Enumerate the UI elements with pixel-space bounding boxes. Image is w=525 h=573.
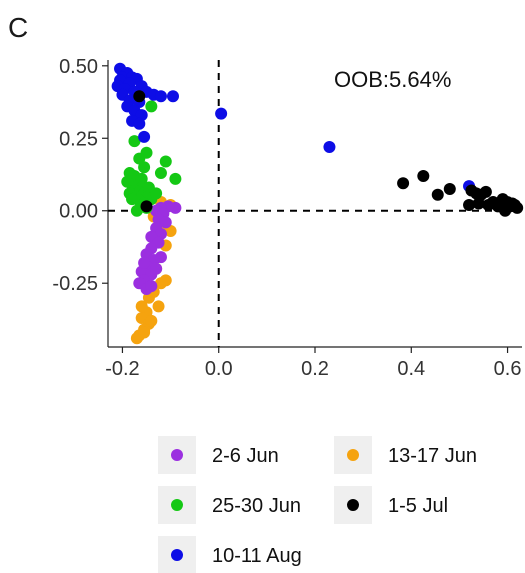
data-point <box>397 177 410 190</box>
data-point <box>145 100 158 113</box>
data-point <box>145 280 158 293</box>
x-tick-label: 0.4 <box>397 358 425 380</box>
data-point <box>215 107 228 120</box>
legend-label: 2-6 Jun <box>212 445 279 467</box>
legend-marker <box>347 499 359 511</box>
data-point <box>135 300 148 313</box>
legend-marker <box>347 449 359 461</box>
legend-label: 1-5 Jul <box>388 495 448 517</box>
x-tick-label: 0.2 <box>301 358 329 380</box>
x-tick-label: -0.2 <box>105 358 139 380</box>
data-point <box>152 300 165 313</box>
data-point <box>140 200 153 213</box>
legend-marker <box>171 449 183 461</box>
data-points <box>111 62 524 345</box>
chart-labels: OOB:5.64% -0.2 0.0 0.2 0.4 0.6 0.50 0.25 0.00 -0… <box>52 56 521 380</box>
legend-label: 10-11 Aug <box>212 545 302 567</box>
data-point <box>159 274 172 287</box>
data-point <box>154 251 167 264</box>
data-point <box>166 90 179 103</box>
legend-label: 13-17 Jun <box>388 445 477 467</box>
data-point <box>138 130 151 143</box>
legend: 2-6 Jun 13-17 Jun 25-30 Jun 1-5 Jul 10-11 Au… <box>158 436 477 573</box>
data-point <box>169 172 182 185</box>
data-point <box>130 204 143 217</box>
y-tick-label: 0.00 <box>59 201 98 223</box>
data-point <box>150 187 163 200</box>
y-tick-label: 0.25 <box>59 128 98 150</box>
data-point <box>511 201 524 214</box>
data-point <box>138 256 151 269</box>
x-tick-label: 0.6 <box>494 358 522 380</box>
data-point <box>154 90 167 103</box>
data-point <box>154 167 167 180</box>
data-point <box>443 183 456 196</box>
data-point <box>138 161 151 174</box>
data-point <box>138 326 151 339</box>
data-point <box>431 188 444 201</box>
oob-annotation: OOB:5.64% <box>334 67 451 92</box>
legend-label: 25-30 Jun <box>212 495 301 517</box>
y-tick-label: 0.50 <box>59 56 98 78</box>
data-point <box>128 135 141 148</box>
data-point <box>463 198 476 211</box>
y-tick-label: -0.25 <box>52 273 98 295</box>
panel-label: C <box>8 12 29 43</box>
data-point <box>479 185 492 198</box>
x-tick-label: 0.0 <box>205 358 233 380</box>
data-point <box>159 216 172 229</box>
data-point <box>159 155 172 168</box>
data-point <box>133 117 146 130</box>
data-point <box>417 169 430 182</box>
legend-marker <box>171 499 183 511</box>
legend-marker <box>171 549 183 561</box>
data-point <box>150 262 163 275</box>
data-point <box>133 90 146 103</box>
data-point <box>145 314 158 327</box>
data-point <box>323 140 336 153</box>
data-point <box>472 197 485 210</box>
